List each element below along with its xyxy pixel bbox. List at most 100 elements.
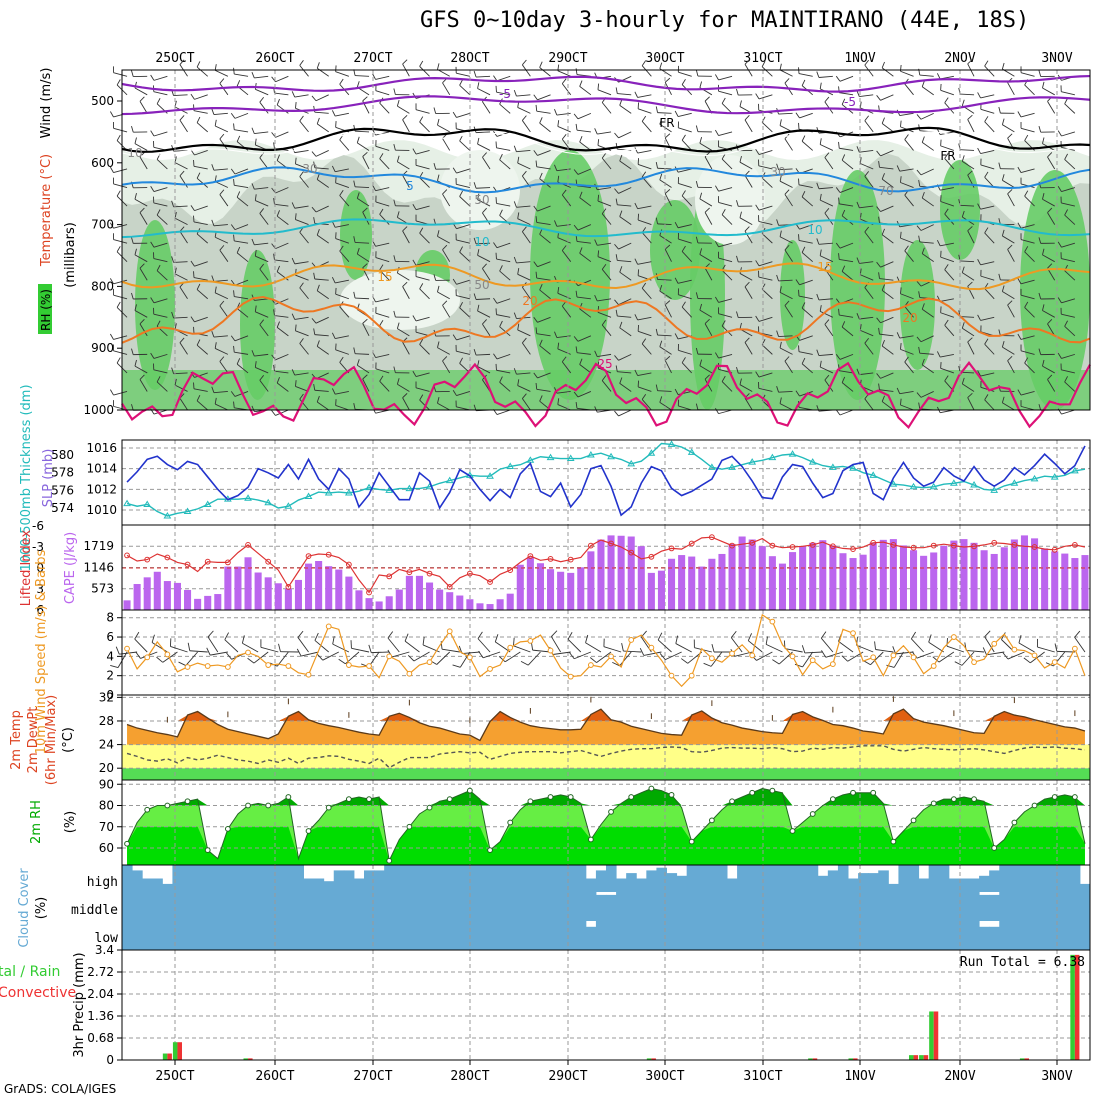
cloud-middle-bar-94 (1069, 892, 1081, 921)
cloud-middle-bar-41 (535, 892, 546, 921)
upper-wind-barb-328 (452, 167, 471, 174)
cloud-high-bar-71 (837, 865, 849, 892)
upper-wind-barb-218 (335, 232, 350, 244)
cloud-high-bar-41 (535, 865, 546, 892)
cloud-low-bar-38 (505, 921, 516, 950)
rh2m-point-22 (345, 796, 352, 803)
slp-panel-bg (122, 440, 1090, 525)
upper-wind-barb-168 (273, 364, 289, 374)
cloud-middle-bar-55 (676, 892, 688, 921)
upper-wind-barb-658 (798, 289, 813, 300)
upper-wind-barb-341 (455, 400, 470, 411)
upper-wind-barb-688 (838, 141, 854, 151)
cloud-middle-bar-10 (222, 892, 234, 921)
upper-wind-barb-677 (816, 293, 833, 301)
upper-wind-barb-240 (353, 291, 370, 300)
cloud-middle-bar-32 (444, 892, 456, 921)
upper-wind-barb-412 (533, 316, 551, 323)
upper-wind-barb-678 (819, 305, 834, 318)
thickness-point-14 (264, 498, 273, 506)
temperature-axis-label: Temperature (°C) (39, 154, 54, 267)
cloud-middle-bar-19 (313, 892, 325, 921)
upper-wind-barb-287 (415, 103, 430, 114)
wind-point-2 (144, 654, 151, 661)
cloud-middle-bar-72 (848, 892, 859, 921)
upper-wind-barb-483 (619, 210, 632, 225)
rh-green-cell-8 (830, 170, 885, 400)
upper-wind-barb-579 (714, 241, 733, 248)
upper-wind-barb-193 (316, 117, 329, 133)
upper-wind-barb-706 (864, 115, 874, 133)
sfc-wind-barb-90 (1018, 635, 1035, 653)
upper-wind-barb-275 (402, 226, 410, 244)
cape-bar-28 (405, 575, 413, 610)
cloud-middle-bar-92 (1049, 892, 1061, 921)
upper-wind-barb-313 (437, 230, 450, 244)
upper-wind-barb-60 (179, 115, 188, 133)
thickness-point-46 (586, 451, 595, 458)
cloud-low-bar-93 (1059, 921, 1071, 950)
upper-wind-barb-689 (841, 154, 854, 170)
cloud-middle-bar-15 (273, 892, 284, 921)
cloud-low-bar-26 (384, 921, 395, 950)
upper-wind-barb-891 (1047, 374, 1056, 392)
slp-axis-label: SLP (mb) (41, 449, 56, 508)
upper-wind-barb-19 (131, 70, 148, 77)
upper-wind-barb-414 (539, 339, 551, 355)
upper-wind-barb-319 (437, 341, 450, 355)
upper-wind-barb-107 (214, 286, 229, 300)
upper-wind-barb-128 (230, 335, 249, 342)
sfc-wind-barb-19 (296, 648, 319, 657)
li-point-26 (386, 573, 393, 580)
sfc-wind-barb-18 (297, 630, 309, 653)
upper-wind-barb-268 (396, 99, 410, 114)
cloud-middle-bar-42 (545, 892, 557, 921)
upper-wind-barb-285 (419, 60, 430, 77)
upper-wind-barb-723 (876, 94, 894, 101)
rh2m-ytick-label-2: 80 (99, 799, 114, 813)
cape-bar-73 (859, 554, 867, 610)
upper-wind-barb-438 (579, 80, 592, 96)
cloud-middle-bar-50 (626, 892, 637, 921)
cloud-high-bar-73 (858, 873, 869, 892)
cape-bar-33 (456, 595, 464, 610)
upper-wind-barb-764 (921, 136, 934, 151)
cloud-middle-bar-64 (767, 892, 778, 921)
cloud-high-bar-34 (464, 865, 476, 892)
thickness-point-94 (1070, 466, 1079, 474)
upper-wind-barb-747 (900, 176, 914, 188)
upper-wind-barb-516 (659, 118, 672, 133)
upper-wind-barb-282 (393, 366, 410, 374)
rh2m-point-66 (789, 828, 796, 834)
upper-wind-barb-769 (918, 235, 934, 244)
upper-wind-barb-111 (219, 356, 229, 374)
upper-wind-barb-445 (573, 224, 592, 231)
upper-wind-barb-759 (900, 398, 914, 411)
upper-wind-barb-484 (614, 242, 632, 250)
upper-wind-barb-725 (881, 117, 894, 133)
upper-wind-barb-727 (878, 160, 894, 170)
upper-wind-barb-244 (356, 359, 370, 374)
thickness-point-66 (788, 450, 797, 457)
cloud-low-bar-45 (575, 921, 587, 950)
contour-label-15: 50 (474, 193, 489, 207)
upper-wind-barb-780 (940, 83, 955, 96)
li-point-38 (507, 567, 514, 573)
upper-wind-barb-280 (396, 322, 410, 337)
cloud-low-bar-23 (353, 921, 365, 950)
upper-wind-barb-219 (339, 245, 350, 262)
temp-axis-label-4: (°C) (61, 727, 76, 753)
upper-wind-barb-738 (876, 372, 894, 379)
upper-wind-barb-15 (113, 344, 128, 355)
upper-wind-barb-860 (1017, 166, 1035, 174)
upper-wind-barb-434 (561, 356, 572, 374)
cape-bar-52 (647, 572, 655, 610)
upper-wind-barb-8 (109, 222, 128, 229)
upper-wind-barb-650 (801, 135, 814, 151)
cloud-high-bar-15 (273, 865, 284, 892)
upper-wind-barb-750 (900, 231, 914, 244)
upper-wind-barb-867 (1020, 288, 1035, 300)
wind-point-22 (345, 662, 352, 668)
sfc-wind-barb-59 (703, 651, 723, 667)
upper-wind-barb-124 (236, 246, 249, 263)
